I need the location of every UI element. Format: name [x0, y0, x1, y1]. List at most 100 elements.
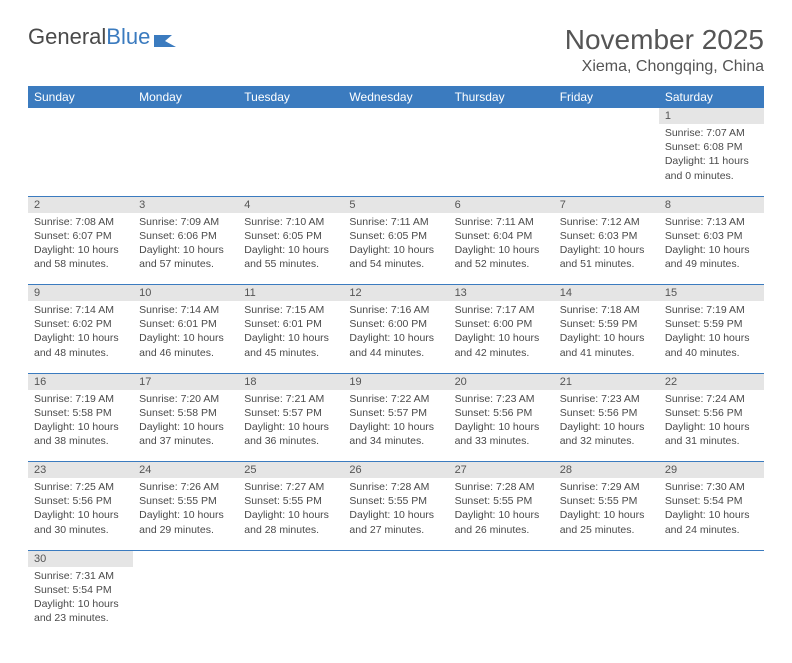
weekday-header: Saturday: [659, 86, 764, 108]
day-cell: Sunrise: 7:19 AMSunset: 5:59 PMDaylight:…: [659, 301, 764, 373]
day-details: Sunrise: 7:15 AMSunset: 6:01 PMDaylight:…: [238, 301, 343, 364]
day-details: Sunrise: 7:19 AMSunset: 5:58 PMDaylight:…: [28, 390, 133, 453]
weekday-header: Monday: [133, 86, 238, 108]
day-number-row: 9101112131415: [28, 285, 764, 302]
day-cell: Sunrise: 7:17 AMSunset: 6:00 PMDaylight:…: [449, 301, 554, 373]
weekday-header: Sunday: [28, 86, 133, 108]
day-number-cell: 6: [449, 196, 554, 213]
day-number-cell: 14: [554, 285, 659, 302]
empty-cell: [554, 124, 659, 196]
day-number-cell: 29: [659, 462, 764, 479]
day-content-row: Sunrise: 7:07 AMSunset: 6:08 PMDaylight:…: [28, 124, 764, 196]
day-cell: Sunrise: 7:08 AMSunset: 6:07 PMDaylight:…: [28, 213, 133, 285]
day-number-cell: 15: [659, 285, 764, 302]
day-number-cell: 7: [554, 196, 659, 213]
day-details: Sunrise: 7:31 AMSunset: 5:54 PMDaylight:…: [28, 567, 133, 630]
title-block: November 2025 Xiema, Chongqing, China: [565, 24, 764, 76]
empty-cell: [28, 124, 133, 196]
day-details: Sunrise: 7:16 AMSunset: 6:00 PMDaylight:…: [343, 301, 448, 364]
weekday-header: Thursday: [449, 86, 554, 108]
day-cell: Sunrise: 7:23 AMSunset: 5:56 PMDaylight:…: [449, 390, 554, 462]
day-number-row: 1: [28, 108, 764, 124]
day-cell: Sunrise: 7:28 AMSunset: 5:55 PMDaylight:…: [449, 478, 554, 550]
day-number-row: 23242526272829: [28, 462, 764, 479]
day-details: Sunrise: 7:26 AMSunset: 5:55 PMDaylight:…: [133, 478, 238, 541]
header: GeneralBlue November 2025 Xiema, Chongqi…: [28, 24, 764, 76]
day-cell: Sunrise: 7:11 AMSunset: 6:04 PMDaylight:…: [449, 213, 554, 285]
day-number-cell: 18: [238, 373, 343, 390]
day-cell: Sunrise: 7:25 AMSunset: 5:56 PMDaylight:…: [28, 478, 133, 550]
day-number-cell: [449, 108, 554, 124]
day-details: Sunrise: 7:23 AMSunset: 5:56 PMDaylight:…: [554, 390, 659, 453]
day-cell: Sunrise: 7:18 AMSunset: 5:59 PMDaylight:…: [554, 301, 659, 373]
day-number-cell: 17: [133, 373, 238, 390]
weekday-header: Wednesday: [343, 86, 448, 108]
day-number-cell: 28: [554, 462, 659, 479]
flag-icon: [154, 27, 176, 41]
day-number-cell: 3: [133, 196, 238, 213]
day-number-cell: 11: [238, 285, 343, 302]
brand-name-1: General: [28, 24, 106, 50]
day-number-cell: 24: [133, 462, 238, 479]
day-number-cell: 1: [659, 108, 764, 124]
day-cell: Sunrise: 7:13 AMSunset: 6:03 PMDaylight:…: [659, 213, 764, 285]
day-cell: Sunrise: 7:14 AMSunset: 6:01 PMDaylight:…: [133, 301, 238, 373]
day-number-cell: [133, 108, 238, 124]
day-content-row: Sunrise: 7:31 AMSunset: 5:54 PMDaylight:…: [28, 567, 764, 639]
month-title: November 2025: [565, 24, 764, 56]
day-cell: Sunrise: 7:12 AMSunset: 6:03 PMDaylight:…: [554, 213, 659, 285]
day-details: Sunrise: 7:22 AMSunset: 5:57 PMDaylight:…: [343, 390, 448, 453]
day-cell: Sunrise: 7:15 AMSunset: 6:01 PMDaylight:…: [238, 301, 343, 373]
day-cell: Sunrise: 7:23 AMSunset: 5:56 PMDaylight:…: [554, 390, 659, 462]
day-number-cell: 2: [28, 196, 133, 213]
day-number-row: 30: [28, 550, 764, 567]
day-number-cell: 30: [28, 550, 133, 567]
day-cell: Sunrise: 7:26 AMSunset: 5:55 PMDaylight:…: [133, 478, 238, 550]
day-details: Sunrise: 7:18 AMSunset: 5:59 PMDaylight:…: [554, 301, 659, 364]
brand-name-2: Blue: [106, 24, 150, 50]
day-number-cell: [343, 108, 448, 124]
day-details: Sunrise: 7:14 AMSunset: 6:01 PMDaylight:…: [133, 301, 238, 364]
day-number-cell: [238, 550, 343, 567]
day-cell: Sunrise: 7:21 AMSunset: 5:57 PMDaylight:…: [238, 390, 343, 462]
empty-cell: [133, 124, 238, 196]
day-number-cell: 9: [28, 285, 133, 302]
day-number-cell: 10: [133, 285, 238, 302]
day-cell: Sunrise: 7:07 AMSunset: 6:08 PMDaylight:…: [659, 124, 764, 196]
day-number-cell: 4: [238, 196, 343, 213]
day-details: Sunrise: 7:08 AMSunset: 6:07 PMDaylight:…: [28, 213, 133, 276]
day-cell: Sunrise: 7:22 AMSunset: 5:57 PMDaylight:…: [343, 390, 448, 462]
day-cell: Sunrise: 7:24 AMSunset: 5:56 PMDaylight:…: [659, 390, 764, 462]
day-details: Sunrise: 7:29 AMSunset: 5:55 PMDaylight:…: [554, 478, 659, 541]
weekday-header: Friday: [554, 86, 659, 108]
day-number-cell: 13: [449, 285, 554, 302]
day-details: Sunrise: 7:28 AMSunset: 5:55 PMDaylight:…: [449, 478, 554, 541]
day-cell: Sunrise: 7:14 AMSunset: 6:02 PMDaylight:…: [28, 301, 133, 373]
day-details: Sunrise: 7:07 AMSunset: 6:08 PMDaylight:…: [659, 124, 764, 187]
day-details: Sunrise: 7:17 AMSunset: 6:00 PMDaylight:…: [449, 301, 554, 364]
day-cell: Sunrise: 7:31 AMSunset: 5:54 PMDaylight:…: [28, 567, 133, 639]
day-number-cell: 16: [28, 373, 133, 390]
day-details: Sunrise: 7:30 AMSunset: 5:54 PMDaylight:…: [659, 478, 764, 541]
day-cell: Sunrise: 7:16 AMSunset: 6:00 PMDaylight:…: [343, 301, 448, 373]
day-number-cell: [133, 550, 238, 567]
day-number-cell: 26: [343, 462, 448, 479]
day-details: Sunrise: 7:11 AMSunset: 6:04 PMDaylight:…: [449, 213, 554, 276]
brand-logo: GeneralBlue: [28, 24, 176, 50]
empty-cell: [343, 124, 448, 196]
day-number-cell: 25: [238, 462, 343, 479]
day-details: Sunrise: 7:21 AMSunset: 5:57 PMDaylight:…: [238, 390, 343, 453]
day-details: Sunrise: 7:09 AMSunset: 6:06 PMDaylight:…: [133, 213, 238, 276]
day-number-cell: [554, 108, 659, 124]
day-cell: Sunrise: 7:19 AMSunset: 5:58 PMDaylight:…: [28, 390, 133, 462]
day-cell: Sunrise: 7:20 AMSunset: 5:58 PMDaylight:…: [133, 390, 238, 462]
day-details: Sunrise: 7:20 AMSunset: 5:58 PMDaylight:…: [133, 390, 238, 453]
empty-cell: [133, 567, 238, 639]
day-cell: Sunrise: 7:09 AMSunset: 6:06 PMDaylight:…: [133, 213, 238, 285]
day-content-row: Sunrise: 7:08 AMSunset: 6:07 PMDaylight:…: [28, 213, 764, 285]
day-details: Sunrise: 7:14 AMSunset: 6:02 PMDaylight:…: [28, 301, 133, 364]
day-number-cell: 19: [343, 373, 448, 390]
day-details: Sunrise: 7:13 AMSunset: 6:03 PMDaylight:…: [659, 213, 764, 276]
empty-cell: [238, 567, 343, 639]
day-number-cell: 23: [28, 462, 133, 479]
